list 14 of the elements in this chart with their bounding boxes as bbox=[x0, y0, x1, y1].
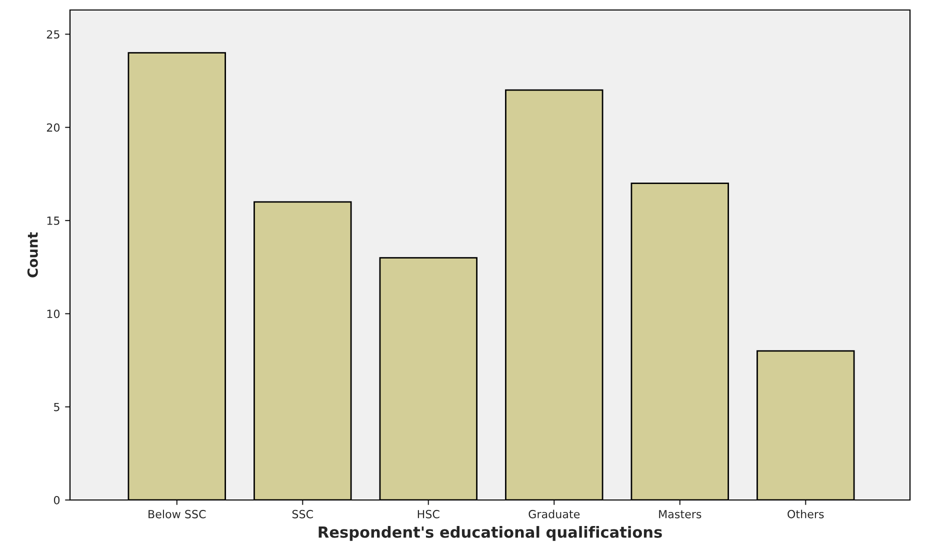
x-tick-label: HSC bbox=[418, 510, 440, 518]
y-tick-label: 5 bbox=[54, 402, 60, 412]
y-tick-label: 10 bbox=[47, 310, 60, 318]
x-tick-label: Others bbox=[788, 510, 824, 518]
y-tick-label: 15 bbox=[47, 216, 60, 225]
x-tick-label: Below SSC bbox=[148, 510, 206, 518]
x-tick-label: Graduate bbox=[528, 510, 580, 518]
x-axis-title: Respondent's educational qualifications bbox=[318, 526, 662, 541]
y-tick-label: 25 bbox=[46, 30, 60, 39]
y-axis-title: Count bbox=[27, 232, 38, 278]
x-tick-label: Masters bbox=[659, 510, 702, 518]
x-tick-label: SSC bbox=[292, 510, 313, 518]
y-tick-label: 0 bbox=[54, 496, 60, 504]
y-tick-label: 20 bbox=[46, 123, 60, 132]
